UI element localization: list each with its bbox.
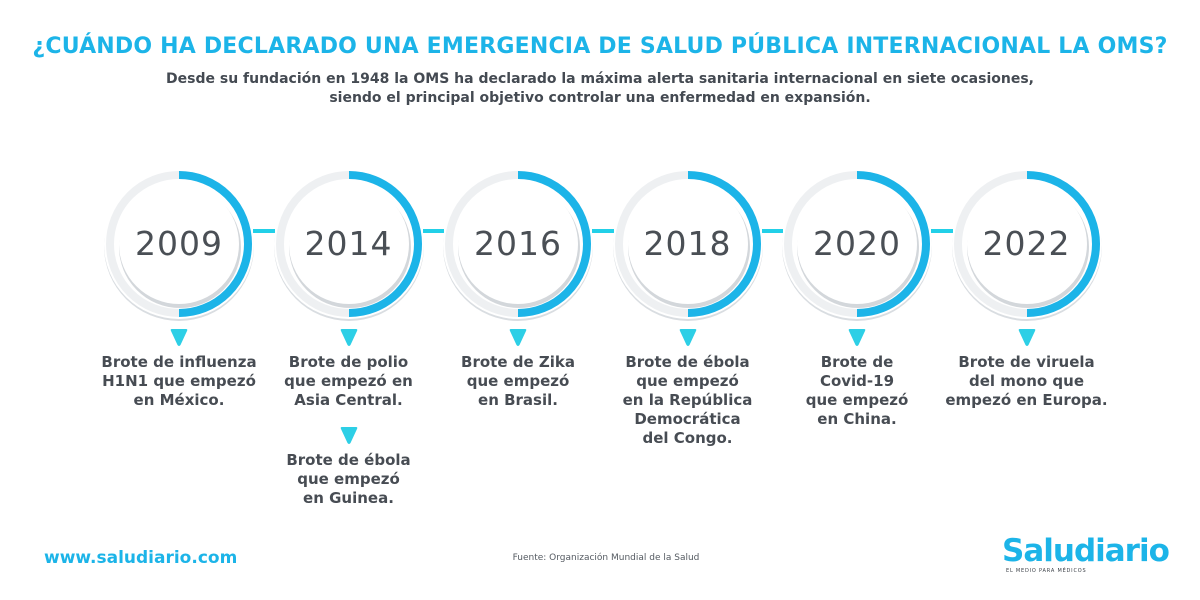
event-line: Brote de ébola: [286, 451, 411, 469]
website-link[interactable]: www.saludiario.com: [44, 548, 238, 568]
event-line: que empezó: [466, 372, 570, 390]
year-label: 2022: [982, 224, 1071, 263]
event-description: Brote de viruela del mono que empezó en Eu…: [932, 353, 1122, 410]
event-description: Brote de ébola que empezó en Guinea.: [254, 451, 444, 508]
event-line: del Congo.: [642, 429, 733, 447]
ring-progress-arc: [856, 171, 930, 317]
event-description: Brote de ébola que empezó en la República D…: [593, 353, 783, 448]
year-label: 2018: [643, 224, 732, 263]
event-line: en China.: [817, 410, 897, 428]
year-label: 2014: [304, 224, 393, 263]
saludiario-logo: Saludiario EL MEDIO PARA MÉDICOS: [1002, 534, 1178, 574]
logo-name: Saludiario: [1002, 533, 1170, 569]
timeline-connector: [592, 229, 614, 233]
event-line: que empezó en: [284, 372, 413, 390]
year-ring-graphic: [273, 169, 424, 321]
logo-tagline: EL MEDIO PARA MÉDICOS: [1006, 568, 1087, 574]
timeline-connector: [761, 229, 783, 233]
event-line: Democrática: [634, 410, 741, 428]
year-ring-graphic: [782, 169, 932, 321]
year-circle: 2009: [101, 166, 257, 322]
event-line: que empezó: [636, 372, 739, 390]
event-line: Brote de ébola: [625, 353, 750, 371]
year-circle: 2016: [440, 166, 596, 322]
source-note: Fuente: Organización Mundial de la Salud: [512, 553, 700, 563]
event-line: en Guinea.: [303, 489, 394, 507]
year-circle: 2020: [779, 166, 935, 322]
event-line: Brote de polio: [288, 353, 409, 371]
event-line: que empezó: [805, 391, 909, 409]
year-label: 2020: [813, 224, 901, 263]
year-label: 2009: [135, 224, 223, 263]
event-line: que empezó: [297, 470, 400, 488]
event-line: empezó en Europa.: [945, 391, 1108, 409]
event-description: Brote de Zika que empezó en Brasil.: [423, 353, 613, 410]
event-line: en México.: [133, 391, 225, 409]
ring-progress-arc: [1026, 171, 1100, 317]
year-ring-graphic: [951, 169, 1102, 321]
page-subtitle: Desde su fundación en 1948 la OMS ha dec…: [150, 70, 1050, 108]
ring-progress-arc: [178, 171, 252, 317]
year-ring-graphic: [443, 169, 593, 321]
timeline-connector: [931, 229, 953, 233]
event-line: Covid-19: [819, 372, 895, 390]
year-circle: 2018: [610, 166, 766, 322]
pin-marker-icon: [338, 424, 360, 446]
year-ring-graphic: [104, 169, 254, 321]
event-description: Brote de polio que empezó en Asia Central.: [254, 353, 444, 410]
subtitle-line-1: Desde su fundación en 1948 la OMS ha dec…: [166, 71, 1034, 87]
ring-progress-arc: [517, 171, 591, 317]
event-line: Asia Central.: [294, 391, 403, 409]
event-line: Brote de: [820, 353, 894, 371]
event-line: del mono que: [968, 372, 1084, 390]
event-line: Brote de Zika: [461, 353, 575, 371]
subtitle-line-2: siendo el principal objetivo controlar u…: [329, 90, 871, 106]
pin-marker-icon: [168, 326, 190, 348]
pin-marker-icon: [1016, 326, 1038, 348]
pin-marker-icon: [846, 326, 868, 348]
event-line: Brote de viruela: [958, 353, 1095, 371]
event-line: H1N1 que empezó: [102, 372, 256, 390]
pin-marker-icon: [507, 326, 529, 348]
year-circle: 2014: [271, 166, 427, 322]
event-line: en la República: [622, 391, 753, 409]
page-title: ¿CUÁNDO HA DECLARADO UNA EMERGENCIA DE S…: [32, 34, 1168, 59]
ring-progress-arc: [687, 171, 761, 317]
timeline-connector: [253, 229, 275, 233]
timeline-connector: [422, 229, 444, 233]
pin-marker-icon: [677, 326, 699, 348]
event-line: Brote de influenza: [101, 353, 257, 371]
pin-marker-icon: [338, 326, 360, 348]
year-ring-graphic: [612, 169, 763, 321]
event-description: Brote de Covid-19 que empezó en China.: [762, 353, 952, 429]
year-circle: 2022: [949, 166, 1105, 322]
event-line: en Brasil.: [478, 391, 558, 409]
ring-progress-arc: [348, 171, 422, 317]
year-label: 2016: [474, 224, 562, 263]
event-description: Brote de influenza H1N1 que empezó en Méxi…: [84, 353, 274, 410]
